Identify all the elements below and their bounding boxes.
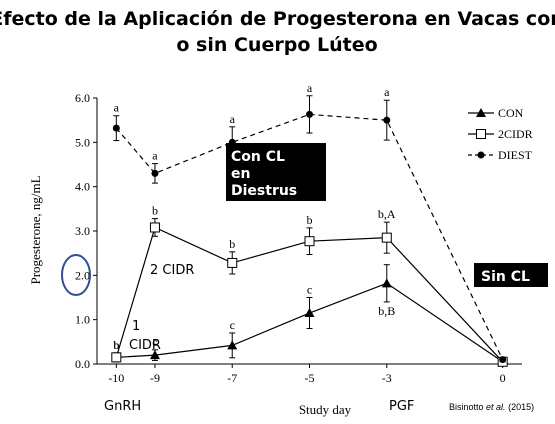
x-axis-label: Study day bbox=[299, 402, 352, 417]
chart-title-line1: Efecto de la Aplicación de Progesterona … bbox=[0, 8, 555, 30]
significance-letter-diest: a bbox=[230, 112, 236, 126]
significance-letter-con: b,B bbox=[378, 304, 395, 318]
con-cl-box: Con CL en Diestrus bbox=[226, 143, 326, 201]
significance-letter-con: c bbox=[307, 283, 312, 297]
y-tick-label: 5.0 bbox=[75, 135, 90, 149]
axes bbox=[93, 97, 522, 368]
diest-point bbox=[477, 151, 485, 159]
x-tick-label: -3 bbox=[382, 371, 392, 385]
significance-letter-2cidr: b bbox=[113, 338, 119, 352]
significance-letter-con: b bbox=[113, 338, 119, 352]
citation-year: (2015) bbox=[508, 402, 534, 412]
series-line-diest bbox=[115, 113, 504, 360]
diest-point bbox=[306, 110, 313, 118]
x-tick-label: -10 bbox=[108, 371, 124, 385]
significance-letter-diest: a bbox=[307, 81, 313, 95]
con-point bbox=[476, 108, 486, 117]
significance-letter-diest: a bbox=[384, 85, 390, 99]
citation: Bisinotto et al. (2015) bbox=[449, 402, 534, 412]
y-tick-label: 3.0 bbox=[75, 224, 90, 238]
tick-labels: 0.0 1.0 2.0 3.0 4.0 5.0 6.0 -10 -9 -7 -5 -3 0 bbox=[75, 91, 506, 385]
diest-point bbox=[383, 116, 391, 124]
legend: CON 2CIDR DIEST bbox=[468, 106, 533, 162]
con-point bbox=[304, 308, 315, 318]
diest-point bbox=[112, 124, 120, 132]
significance-letter-2cidr: b bbox=[229, 237, 235, 251]
con-point bbox=[149, 350, 160, 360]
con-point bbox=[227, 340, 238, 350]
sin-cl-label: Sin CL bbox=[481, 269, 530, 285]
significance-letter-diest: a bbox=[114, 101, 120, 115]
highlight-circle bbox=[61, 254, 91, 296]
con-cl-line3: Diestrus bbox=[231, 183, 297, 199]
cidr-point bbox=[111, 352, 122, 363]
x-tick-label: -7 bbox=[227, 371, 237, 385]
x-tick-label: 0 bbox=[500, 371, 506, 385]
con-cl-line1: Con CL bbox=[231, 149, 285, 165]
series-line-con bbox=[116, 282, 504, 363]
series-line-2cidr bbox=[115, 226, 504, 363]
significance-letter-2cidr: b bbox=[152, 204, 158, 218]
cidr-point bbox=[227, 257, 238, 268]
con-cl-line2: en bbox=[231, 166, 250, 182]
diest-point bbox=[499, 356, 507, 364]
y-tick-label: 4.0 bbox=[75, 180, 90, 194]
citation-author: Bisinotto bbox=[449, 402, 484, 412]
significance-letter-2cidr: b bbox=[307, 213, 313, 227]
y-tick-label: 6.0 bbox=[75, 91, 90, 105]
chart-title-line2: o sin Cuerpo Lúteo bbox=[176, 34, 377, 56]
legend-label-diest: DIEST bbox=[498, 148, 533, 162]
cidr-point bbox=[476, 129, 486, 139]
significance-letter-diest: a bbox=[152, 149, 158, 163]
cidr-point bbox=[149, 222, 160, 233]
legend-label-2cidr: 2CIDR bbox=[498, 127, 533, 141]
two-cidr-label: 2 CIDR bbox=[150, 263, 194, 278]
con-point bbox=[381, 278, 392, 288]
significance-letter-con: c bbox=[152, 335, 157, 349]
cidr-point bbox=[304, 236, 315, 247]
x-tick-label: -9 bbox=[150, 371, 160, 385]
significance-letter-con: c bbox=[230, 318, 235, 332]
cidr-point bbox=[381, 232, 392, 243]
y-axis-label: Progesterone, ng/mL bbox=[28, 175, 43, 284]
citation-etal: et al. bbox=[486, 402, 506, 412]
y-tick-label: 2.0 bbox=[75, 268, 90, 282]
one-cidr-label-2: CIDR bbox=[129, 338, 161, 353]
significance-letter-2cidr: b,A bbox=[378, 207, 396, 221]
pgf-label: PGF bbox=[389, 399, 414, 414]
one-cidr-label-1: 1 bbox=[132, 319, 140, 334]
gnrh-label: GnRH bbox=[104, 399, 141, 414]
legend-label-con: CON bbox=[498, 106, 524, 120]
diest-point bbox=[151, 169, 159, 177]
series-layer bbox=[115, 113, 504, 363]
markers-layer bbox=[111, 95, 508, 367]
y-tick-label: 1.0 bbox=[75, 313, 90, 327]
sin-cl-box: Sin CL bbox=[474, 263, 548, 287]
x-tick-label: -5 bbox=[305, 371, 315, 385]
y-tick-label: 0.0 bbox=[75, 357, 90, 371]
